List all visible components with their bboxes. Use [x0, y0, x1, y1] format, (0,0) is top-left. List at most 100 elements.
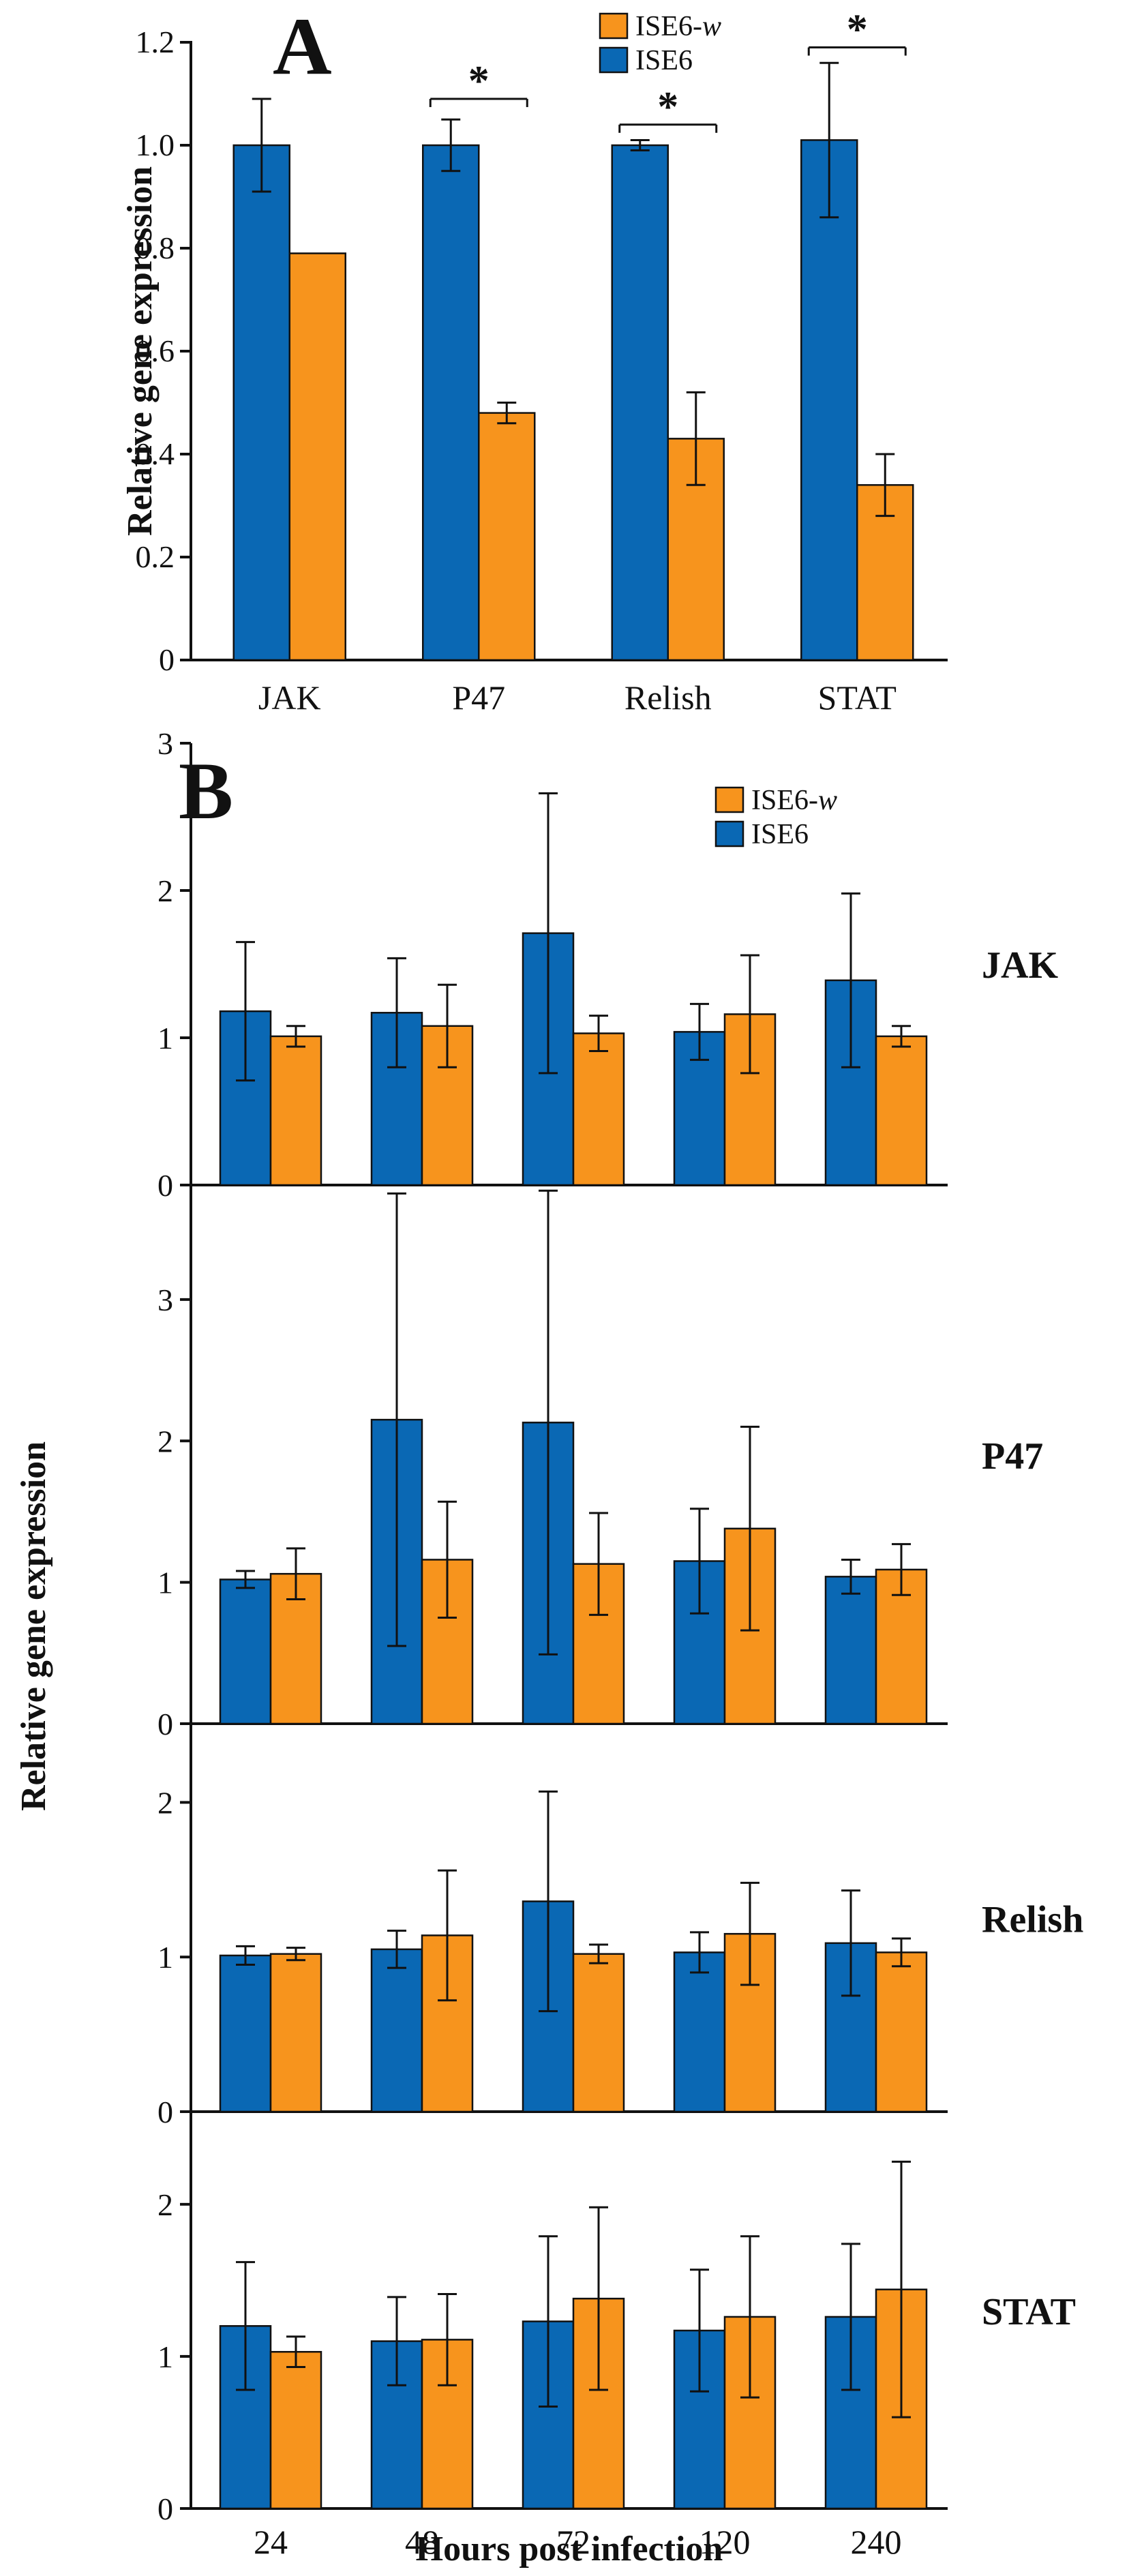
error-bar-ise6-jak-24h [236, 941, 255, 1082]
y-tick-label: 3 [157, 1283, 173, 1317]
error-bar-ise6-relish-120h [690, 1931, 709, 1974]
error-bar-ise6-relish-24h [236, 1945, 255, 1966]
error-bar-ise6w-stat-72h [589, 2206, 608, 2391]
error-bar-ise6w-stat [875, 453, 895, 518]
legend-label-italic: w [818, 785, 837, 816]
y-tick-label: 2 [157, 1424, 173, 1458]
bar-ise6-p47 [422, 144, 480, 661]
error-bar-ise6-p47-72h [539, 1189, 558, 1656]
error-bar-ise6-p47 [441, 118, 461, 173]
bar-ise6-p47-24h [219, 1578, 272, 1725]
y-tick-label: 1 [157, 1940, 173, 1975]
y-tick-label: 0.2 [136, 539, 175, 574]
legend-label-ise6w: ISE6-w [751, 785, 837, 816]
error-bar-ise6w-stat-48h [438, 2292, 457, 2386]
significance-bracket-p47: * [429, 58, 528, 108]
legend-label-ise6w: ISE6-w [635, 11, 721, 42]
x-category-label-48h: 48 [405, 2523, 439, 2561]
subplot-p47: 0 1 2 3 P47 [157, 1189, 1043, 1741]
x-category-label-stat: STAT [818, 678, 897, 717]
error-bar-ise6-p47-240h [841, 1558, 860, 1595]
error-bar-ise6w-relish-120h [740, 1881, 759, 1986]
y-axis-title: Relative gene expression [121, 166, 160, 536]
error-bar-ise6w-jak-24h [286, 1025, 305, 1048]
bar-ise6w-jak-240h [875, 1035, 928, 1186]
legend-label-italic: w [702, 11, 721, 42]
bar-ise6-relish-120h [673, 1951, 726, 2113]
panel-label-a: A [273, 1, 332, 91]
error-bar-ise6w-stat-24h [286, 2335, 305, 2369]
error-bar-ise6-relish [630, 138, 650, 152]
legend-swatch-ise6w [599, 12, 629, 40]
subplot-jak: 0 1 2 3 JAK [157, 726, 1058, 1203]
significance-bracket-relish: * [618, 84, 718, 133]
y-tick-label: 1 [157, 1566, 173, 1600]
error-bar-ise6-jak-72h [539, 792, 558, 1075]
error-bar-ise6w-stat-120h [740, 2235, 759, 2399]
x-category-label-240h: 240 [851, 2523, 902, 2561]
y-tick-label: 0 [157, 1168, 173, 1203]
significance-bracket-stat: * [807, 7, 907, 56]
error-bar-ise6-stat-240h [841, 2243, 860, 2391]
error-bar-ise6w-p47-24h [286, 1547, 305, 1601]
error-bar-ise6-stat-48h [387, 2296, 406, 2386]
error-bar-ise6-relish-240h [841, 1889, 860, 1997]
x-category-label-120h: 120 [699, 2523, 751, 2561]
error-bar-ise6-relish-72h [539, 1791, 558, 2013]
gene-label-stat: STAT [982, 2291, 1076, 2333]
error-bar-ise6w-relish-240h [892, 1937, 911, 1968]
bar-ise6-p47-240h [824, 1576, 877, 1725]
bar-ise6w-jak-72h [572, 1032, 625, 1186]
error-bar-ise6w-stat-240h [892, 2160, 911, 2418]
x-axis-title: Hours post infection [416, 2530, 723, 2568]
y-tick-label: 1.0 [136, 128, 175, 162]
y-tick-label: 1 [157, 2339, 173, 2374]
x-category-label-jak: JAK [258, 678, 321, 717]
y-tick-label: 1 [157, 1021, 173, 1055]
y-tick-label: 0 [159, 642, 175, 677]
bar-ise6w-relish-24h [269, 1953, 322, 2113]
bar-ise6w-relish-72h [572, 1953, 625, 2113]
error-bar-ise6-stat-120h [690, 2268, 709, 2393]
error-bar-ise6w-relish-72h [589, 1943, 608, 1964]
error-bar-ise6w-p47-72h [589, 1512, 608, 1616]
error-bar-ise6-jak-48h [387, 957, 406, 1068]
bar-ise6w-stat-24h [269, 2350, 322, 2510]
error-bar-ise6w-relish-24h [286, 1947, 305, 1962]
legend-swatch-ise6 [714, 820, 744, 848]
error-bar-ise6-p47-120h [690, 1508, 709, 1615]
error-bar-ise6-p47-24h [236, 1570, 255, 1589]
bar-ise6w-relish-240h [875, 1951, 928, 2113]
error-bar-ise6-jak-120h [690, 1002, 709, 1061]
bar-ise6-stat [800, 139, 858, 661]
error-bar-ise6w-p47-120h [740, 1426, 759, 1632]
bar-ise6w-jak [288, 252, 346, 661]
error-bar-ise6w-relish [686, 391, 706, 486]
y-tick-label: 0 [157, 1707, 173, 1741]
error-bar-ise6w-p47-240h [892, 1543, 911, 1596]
significance-star: * [657, 84, 678, 130]
bar-ise6-jak [232, 144, 290, 661]
error-bar-ise6-jak [252, 98, 271, 193]
legend-label-ise6: ISE6 [635, 45, 693, 76]
error-bar-ise6w-p47-48h [438, 1500, 457, 1619]
error-bar-ise6-jak-240h [841, 892, 860, 1068]
panel-a: 0 0.2 0.4 0.6 0.8 1.0 1.2 JAK P47 Relish STAT * * * A I… [121, 1, 948, 717]
x-category-label-72h: 72 [556, 2523, 590, 2561]
bar-ise6w-stat-72h [572, 2297, 625, 2510]
error-bar-ise6w-jak-240h [892, 1025, 911, 1048]
panel-label-b: B [179, 745, 233, 836]
y-tick-label: 2 [157, 1785, 173, 1820]
x-category-label-relish: Relish [624, 678, 712, 717]
subplot-stat: 0 1 2 STAT [157, 2160, 1076, 2526]
error-bar-ise6w-jak-48h [438, 983, 457, 1068]
bar-ise6w-p47 [478, 412, 536, 661]
y-tick-label: 0 [157, 2491, 173, 2526]
legend-label-ise6: ISE6 [751, 819, 809, 850]
bar-ise6-relish-48h [370, 1948, 423, 2113]
y-tick-label: 0 [157, 2095, 173, 2129]
error-bar-ise6-p47-48h [387, 1192, 406, 1647]
